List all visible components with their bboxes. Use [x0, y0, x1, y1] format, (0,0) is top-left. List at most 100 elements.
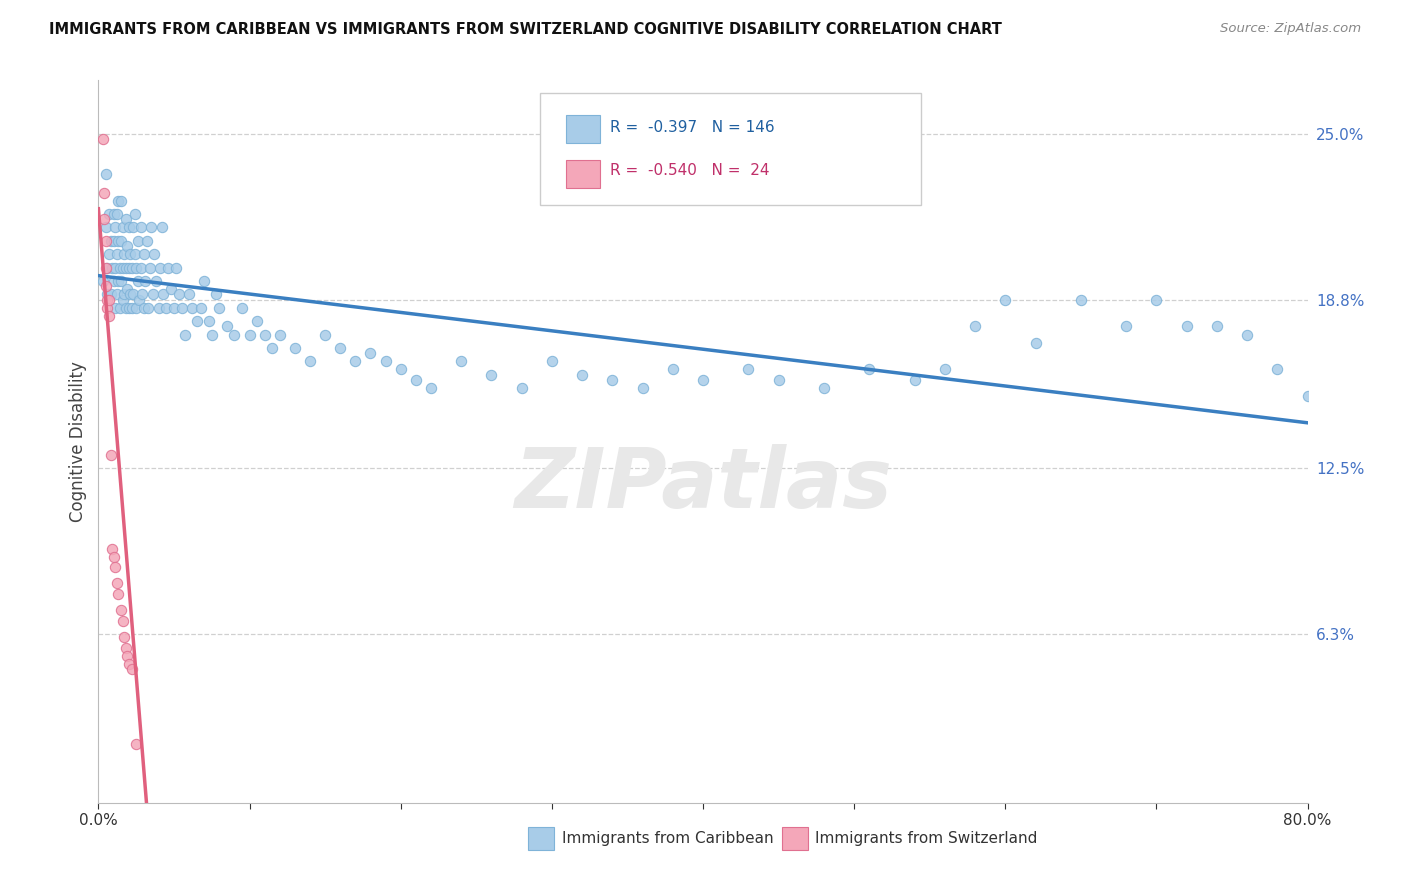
Point — [737, 362, 759, 376]
FancyBboxPatch shape — [540, 93, 921, 204]
Point — [91, 132, 114, 146]
Point — [100, 448, 122, 462]
Point — [98, 309, 121, 323]
Point — [201, 327, 224, 342]
Point — [118, 301, 141, 315]
Point — [115, 648, 138, 663]
Point — [170, 301, 193, 315]
Point — [1115, 319, 1137, 334]
Point — [105, 207, 128, 221]
Point — [112, 287, 135, 301]
Point — [135, 234, 157, 248]
Point — [152, 287, 174, 301]
Point — [103, 274, 125, 288]
Text: Source: ZipAtlas.com: Source: ZipAtlas.com — [1220, 22, 1361, 36]
Point — [101, 541, 124, 556]
Point — [121, 662, 143, 676]
Point — [129, 260, 152, 275]
Point — [134, 274, 156, 288]
Point — [389, 362, 412, 376]
Point — [193, 274, 215, 288]
Point — [1236, 327, 1258, 342]
Bar — [527, 827, 554, 850]
Point — [181, 301, 204, 315]
Point — [98, 247, 121, 261]
Point — [111, 293, 134, 307]
Point — [253, 327, 276, 342]
Point — [118, 220, 141, 235]
Point — [262, 341, 284, 355]
Point — [360, 346, 382, 360]
Point — [132, 247, 155, 261]
Bar — [782, 827, 808, 850]
Point — [96, 287, 118, 301]
Point — [1327, 400, 1350, 414]
Point — [100, 287, 122, 301]
Point — [94, 167, 117, 181]
Point — [125, 260, 148, 275]
Point — [269, 327, 291, 342]
Point — [1175, 319, 1198, 334]
Point — [114, 212, 136, 227]
Point — [110, 274, 132, 288]
Point — [329, 341, 352, 355]
Point — [179, 287, 201, 301]
Point — [215, 319, 238, 334]
Point — [1341, 389, 1364, 403]
Point — [150, 220, 173, 235]
Point — [114, 640, 136, 655]
Point — [813, 381, 835, 395]
Point — [145, 274, 167, 288]
Point — [121, 260, 143, 275]
Point — [661, 362, 683, 376]
Text: ZIPatlas: ZIPatlas — [515, 444, 891, 525]
Point — [103, 207, 125, 221]
Point — [96, 260, 118, 275]
Point — [110, 603, 132, 617]
Y-axis label: Cognitive Disability: Cognitive Disability — [69, 361, 87, 522]
Point — [631, 381, 654, 395]
Point — [1296, 389, 1319, 403]
Point — [98, 293, 121, 307]
Point — [120, 287, 142, 301]
Point — [160, 282, 183, 296]
Point — [94, 260, 117, 275]
Point — [115, 282, 138, 296]
Point — [128, 293, 150, 307]
Point — [120, 247, 142, 261]
Point — [239, 327, 262, 342]
Point — [108, 301, 131, 315]
Text: Immigrants from Switzerland: Immigrants from Switzerland — [815, 830, 1038, 846]
Point — [105, 576, 128, 591]
Point — [94, 234, 117, 248]
Point — [405, 373, 427, 387]
Point — [118, 260, 141, 275]
Point — [91, 274, 114, 288]
Point — [284, 341, 307, 355]
Point — [131, 287, 153, 301]
Text: Immigrants from Caribbean: Immigrants from Caribbean — [561, 830, 773, 846]
Point — [115, 239, 138, 253]
Point — [111, 260, 134, 275]
Point — [1206, 319, 1229, 334]
Point — [122, 220, 145, 235]
Point — [129, 220, 152, 235]
Point — [139, 260, 162, 275]
Point — [173, 327, 195, 342]
Point — [127, 234, 149, 248]
Point — [1372, 400, 1395, 414]
Point — [1070, 293, 1092, 307]
Point — [101, 260, 124, 275]
Point — [93, 186, 115, 200]
Point — [1357, 373, 1379, 387]
Point — [96, 301, 118, 315]
Point — [103, 549, 125, 564]
Point — [124, 247, 146, 261]
Point — [98, 207, 121, 221]
Point — [121, 301, 143, 315]
Point — [571, 368, 593, 382]
Point — [344, 354, 367, 368]
Point — [124, 207, 146, 221]
Point — [112, 630, 135, 644]
Point — [136, 301, 159, 315]
